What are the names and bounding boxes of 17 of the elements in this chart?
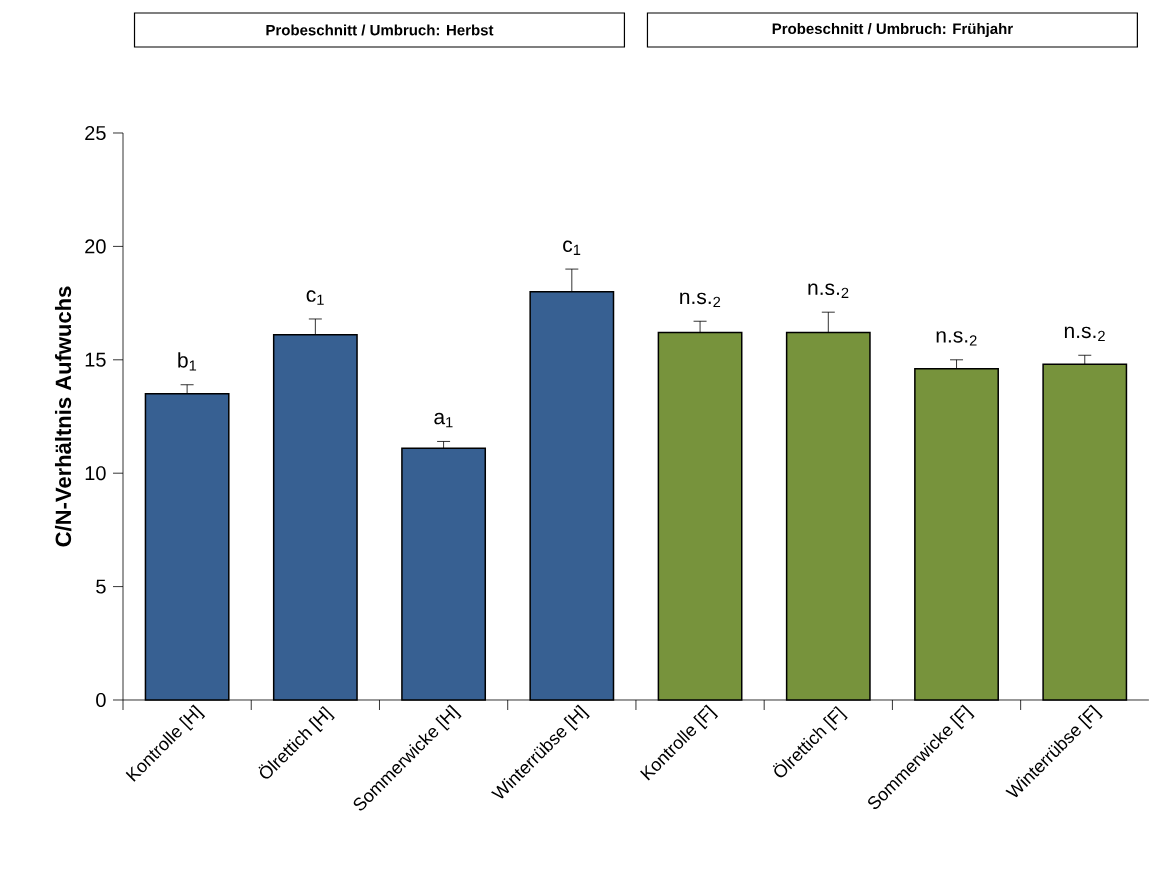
- y-tick-label: 0: [96, 692, 106, 708]
- annotation: n.s.$_{2}$: [936, 331, 977, 346]
- y-tick-label: 10: [85, 466, 106, 481]
- annotation: a$_{1}$: [434, 412, 453, 428]
- text: Probeschnitt / Umbruch: Herbst: [266, 24, 494, 36]
- y-axis-title: C/N-Verhältnis Aufwuchs: [54, 286, 72, 547]
- annotation: n.s.$_{2}$: [680, 292, 721, 308]
- y-tick-label: 25: [85, 125, 106, 141]
- annotation: n.s.$_{2}$: [808, 283, 849, 298]
- annotation: n.s.$_{2}$: [1064, 326, 1105, 342]
- y-tick-label: 20: [85, 239, 106, 254]
- text: Probeschnitt / Umbruch: Frühjahr: [772, 23, 1013, 37]
- annotation: c$_{1}$: [563, 240, 581, 255]
- y-tick-label: 15: [85, 352, 106, 367]
- annotation: c$_{1}$: [306, 290, 324, 305]
- annotation: b$_{1}$: [178, 352, 197, 371]
- y-tick-label: 5: [96, 579, 106, 594]
